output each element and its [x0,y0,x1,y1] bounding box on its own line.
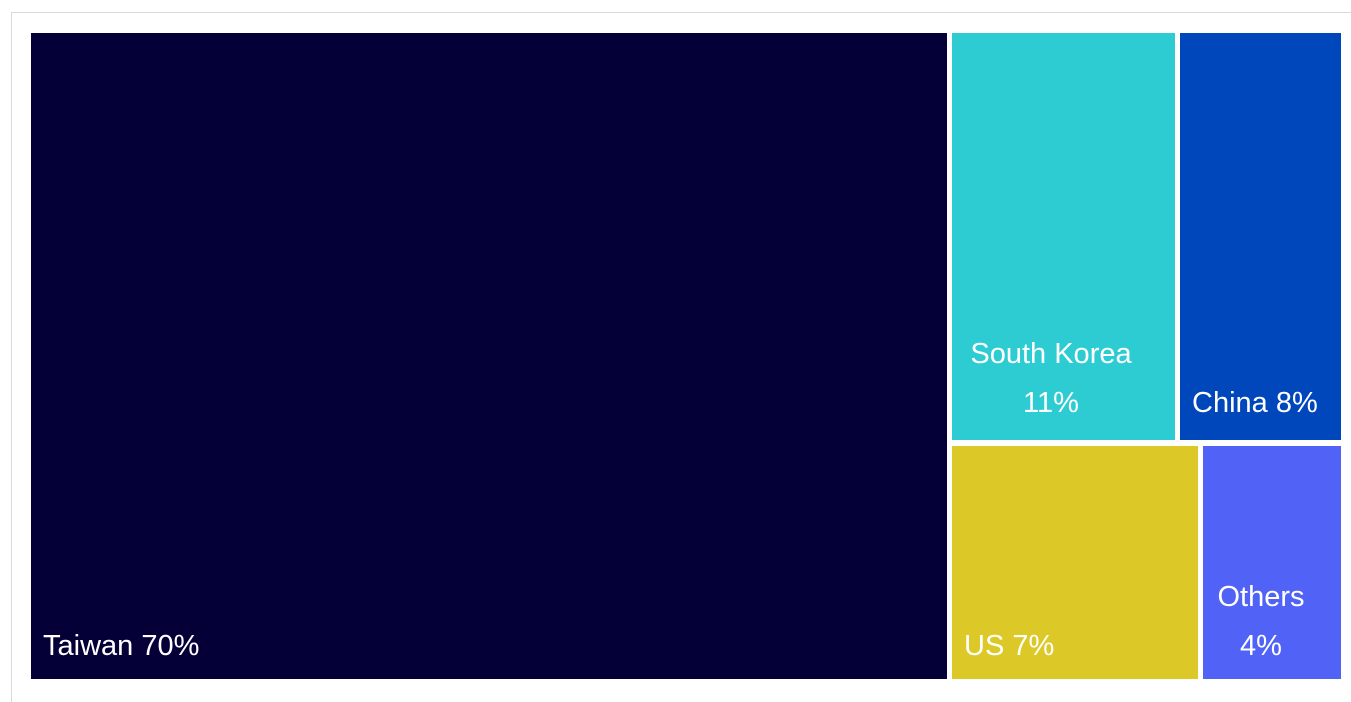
tile-china: China 8% [1180,33,1341,440]
tile-name-value-china: China 8% [1192,387,1318,419]
tile-value-south-korea: 11% [1023,387,1079,419]
tile-others: Others 4% [1203,446,1341,679]
tile-label-us: US 7% [964,622,1054,671]
tile-label-south-korea: South Korea 11% [964,330,1138,428]
tile-taiwan: Taiwan 70% [31,33,947,679]
tile-us: US 7% [952,446,1198,679]
tile-name-value-us: US 7% [964,630,1055,662]
tile-name-south-korea: South Korea [970,338,1132,370]
tile-label-china: China 8% [1192,379,1318,428]
chart-frame [11,12,1351,702]
tile-name-others: Others [1217,581,1305,613]
tile-value-others: 4% [1240,630,1282,662]
tile-name-value-taiwan: Taiwan 70% [43,630,200,662]
tile-label-others: Others 4% [1203,573,1319,671]
tile-label-taiwan: Taiwan 70% [43,622,199,671]
tile-south-korea: South Korea 11% [952,33,1175,440]
